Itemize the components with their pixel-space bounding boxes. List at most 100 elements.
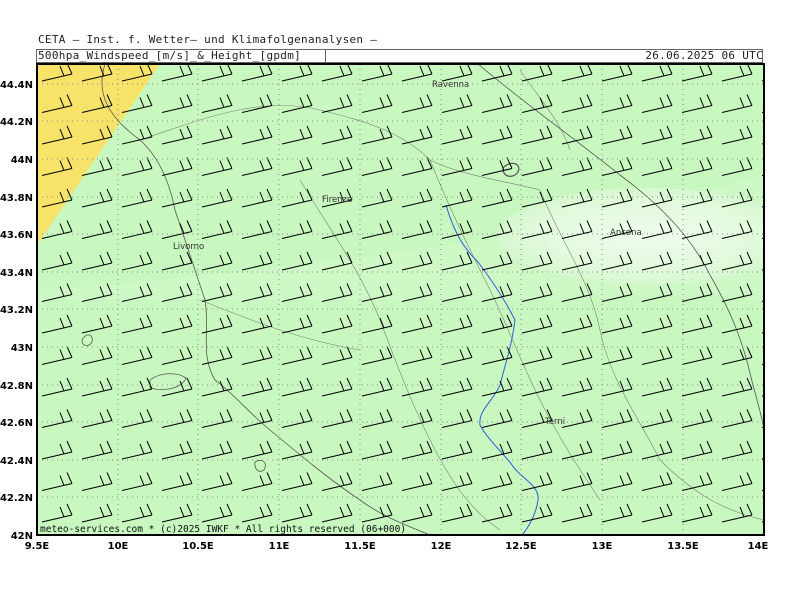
wind-barb [561, 94, 593, 113]
wind-barb [121, 377, 153, 397]
wind-barb [562, 536, 592, 554]
lon-label: 11E [269, 541, 290, 552]
wind-barb [242, 536, 272, 554]
wind-barb [561, 377, 593, 397]
wind-barb [161, 472, 193, 491]
wind-barb [721, 283, 753, 302]
wind-barb [161, 94, 193, 113]
wind-barb [521, 220, 553, 239]
wind-barb [41, 251, 73, 271]
wind-barb [481, 314, 513, 334]
wind-barb [281, 251, 313, 271]
wind-barb [281, 125, 313, 145]
wind-barb [721, 503, 753, 523]
wind-barb [201, 251, 233, 271]
wind-barb [201, 472, 233, 491]
wind-barb [441, 125, 473, 145]
wind-barb [121, 503, 153, 523]
wind-barb [121, 314, 153, 334]
wind-barb [201, 503, 233, 523]
wind-barb [121, 125, 153, 145]
wind-barb [121, 220, 153, 239]
lat-label: 43.8N [0, 193, 33, 204]
wind-barb [281, 94, 313, 113]
wind-barb [321, 377, 353, 397]
wind-barb [721, 94, 753, 113]
wind-barb [561, 440, 593, 460]
wind-barb [321, 220, 353, 239]
wind-barb [201, 125, 233, 145]
wind-barb [241, 472, 273, 491]
lon-label: 12.5E [505, 541, 537, 552]
wind-barb [441, 503, 473, 523]
wind-barb [521, 346, 553, 365]
wind-barb [41, 503, 73, 523]
wind-barb [681, 377, 713, 397]
wind-barb [121, 94, 153, 113]
wind-barb [401, 472, 433, 491]
lon-label: 10.5E [182, 541, 214, 552]
wind-barb [81, 220, 113, 239]
wind-barb [281, 220, 313, 239]
wind-barb [41, 472, 73, 491]
wind-barb [641, 314, 673, 334]
wind-barb [721, 251, 753, 271]
wind-barb [201, 377, 233, 397]
wind-barb [761, 111, 764, 113]
wind-barb [601, 346, 633, 365]
wind-barb [361, 346, 393, 365]
wind-barb [681, 94, 713, 113]
wind-barb [81, 283, 113, 302]
wind-barb [81, 314, 113, 334]
city-ancona: Ancona [610, 228, 642, 238]
wind-barb [321, 440, 353, 460]
wind-barb [721, 440, 753, 460]
lat-label: 43.2N [0, 305, 33, 316]
wind-barb [441, 346, 473, 365]
wind-barb [601, 314, 633, 334]
wind-barb [521, 377, 553, 397]
wind-barb [641, 377, 673, 397]
wind-barb [641, 283, 673, 302]
wind-barb [481, 440, 513, 460]
wind-barb [241, 125, 273, 145]
wind-barb [441, 251, 473, 271]
wind-barb [321, 94, 353, 113]
wind-barb [721, 346, 753, 365]
lat-label: 44N [11, 155, 33, 166]
wind-barb [441, 472, 473, 491]
wind-barb [241, 283, 273, 302]
wind-barb [441, 377, 473, 397]
header-box [36, 49, 763, 63]
wind-barb [281, 440, 313, 460]
wind-barb [401, 94, 433, 113]
wind-barb [721, 220, 753, 239]
wind-barb [641, 125, 673, 145]
wind-barb [241, 94, 273, 113]
wind-barb [161, 314, 193, 334]
wind-barb [41, 346, 73, 365]
wind-barb [41, 440, 73, 460]
wind-barb [241, 220, 273, 239]
wind-barb [761, 363, 764, 365]
wind-barb [201, 94, 233, 113]
city-labels: Ravenna Firenze Livorno Ancona Terni [173, 80, 642, 427]
wind-barb [761, 269, 764, 271]
wind-barb [81, 94, 113, 113]
wind-barb [361, 94, 393, 113]
wind-barb [401, 440, 433, 460]
wind-barb [361, 251, 393, 271]
wind-barb [401, 283, 433, 302]
wind-barb [561, 503, 593, 523]
wind-barb [481, 94, 513, 113]
wind-barb [361, 503, 393, 523]
wind-barb [441, 220, 473, 239]
lat-label: 42.2N [0, 493, 33, 504]
valid-datetime: 26.06.2025 06 UTC [645, 49, 763, 62]
wind-barb [681, 440, 713, 460]
wind-barb [521, 283, 553, 302]
wind-barb [201, 283, 233, 302]
wind-barb [281, 314, 313, 334]
wind-barb [601, 377, 633, 397]
wind-barb [201, 220, 233, 239]
